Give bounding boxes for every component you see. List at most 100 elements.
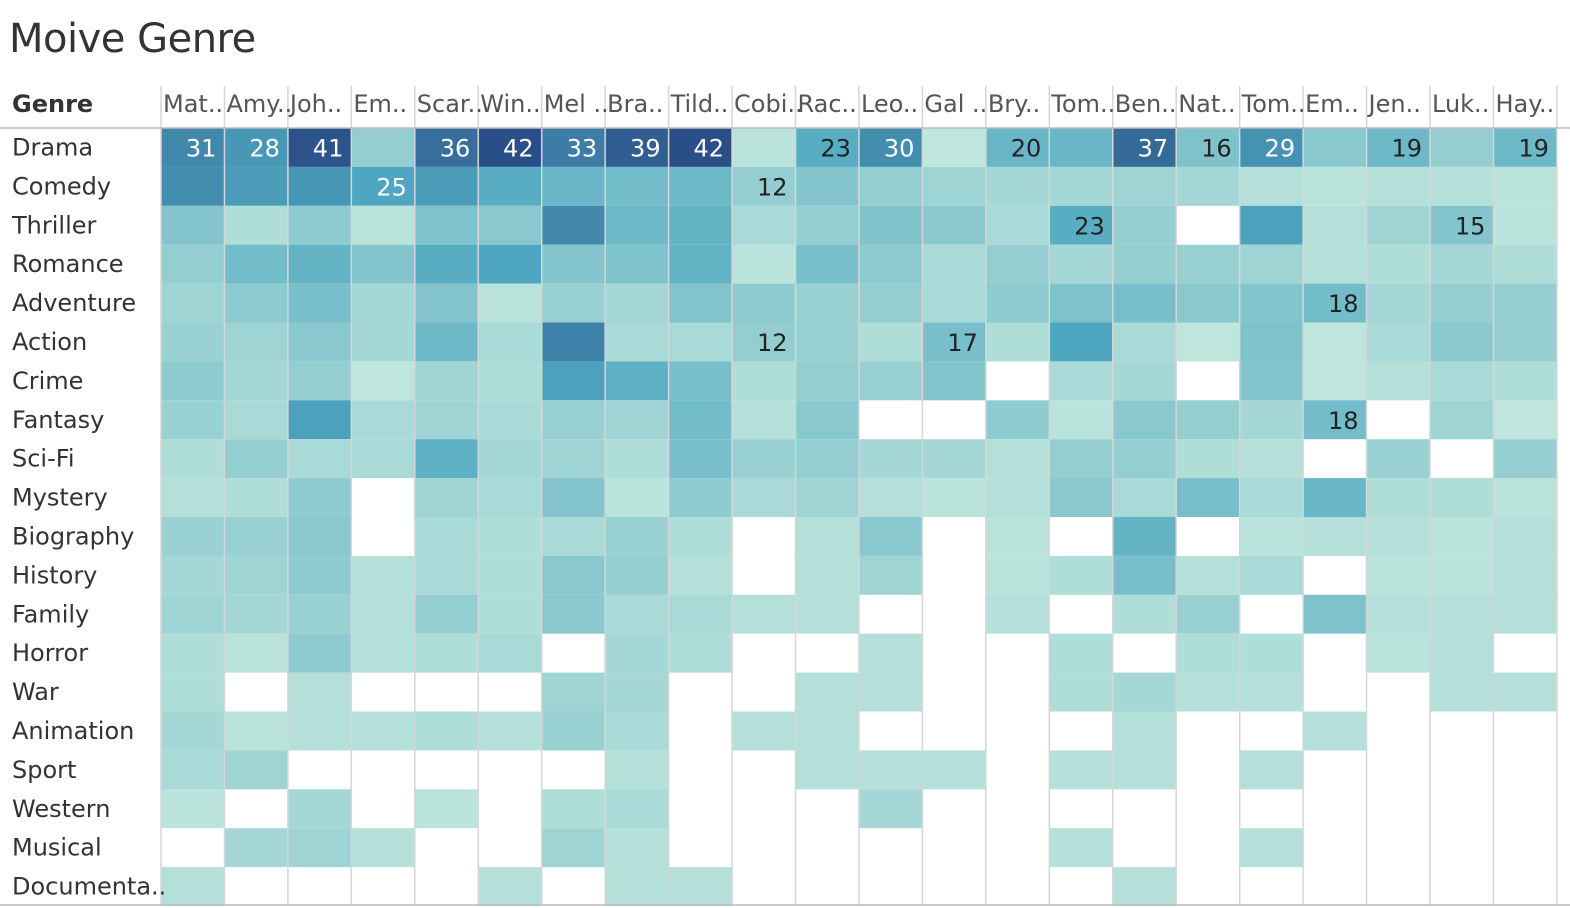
- heatmap-cell[interactable]: [541, 400, 606, 440]
- heatmap-cell[interactable]: [161, 517, 225, 556]
- heatmap-cell[interactable]: [224, 128, 288, 167]
- heatmap-cell[interactable]: [1493, 128, 1557, 167]
- heatmap-cell[interactable]: [605, 400, 669, 440]
- heatmap-cell[interactable]: [1493, 555, 1557, 595]
- heatmap-cell[interactable]: [795, 439, 859, 479]
- heatmap-cell[interactable]: [668, 400, 733, 440]
- heatmap-cell[interactable]: [1112, 594, 1177, 634]
- heatmap-cell[interactable]: [1430, 166, 1494, 206]
- heatmap-cell[interactable]: [351, 555, 415, 595]
- heatmap-cell[interactable]: [287, 283, 352, 323]
- heatmap-cell[interactable]: [224, 244, 288, 284]
- heatmap-cell[interactable]: [1493, 594, 1557, 634]
- heatmap-cell[interactable]: [1049, 750, 1113, 790]
- heatmap-cell[interactable]: [478, 711, 542, 751]
- heatmap-cell[interactable]: [1366, 322, 1430, 362]
- heatmap-cell[interactable]: [351, 633, 415, 673]
- heatmap-cell[interactable]: [1493, 400, 1557, 440]
- heatmap-cell[interactable]: [858, 439, 923, 479]
- heatmap-cell[interactable]: [287, 594, 352, 634]
- heatmap-cell[interactable]: [287, 400, 352, 440]
- heatmap-cell[interactable]: [224, 478, 288, 517]
- heatmap-cell[interactable]: [858, 555, 923, 595]
- heatmap-cell[interactable]: [161, 672, 225, 712]
- heatmap-cell[interactable]: [351, 361, 415, 401]
- heatmap-cell[interactable]: [351, 244, 415, 284]
- heatmap-cell[interactable]: [478, 517, 542, 556]
- heatmap-cell[interactable]: [1112, 322, 1177, 362]
- heatmap-cell[interactable]: [1303, 361, 1367, 401]
- heatmap-cell[interactable]: [541, 205, 606, 245]
- heatmap-cell[interactable]: [1303, 205, 1367, 245]
- heatmap-cell[interactable]: [1112, 244, 1177, 284]
- heatmap-cell[interactable]: [414, 711, 479, 751]
- heatmap-cell[interactable]: [1366, 633, 1430, 673]
- heatmap-cell[interactable]: [351, 711, 415, 751]
- heatmap-cell[interactable]: [1303, 517, 1367, 556]
- heatmap-cell[interactable]: [541, 555, 606, 595]
- heatmap-cell[interactable]: [795, 244, 859, 284]
- heatmap-cell[interactable]: [1430, 672, 1494, 712]
- heatmap-cell[interactable]: [224, 400, 288, 440]
- heatmap-cell[interactable]: [1112, 750, 1177, 790]
- heatmap-cell[interactable]: [287, 166, 352, 206]
- heatmap-cell[interactable]: [605, 750, 669, 790]
- heatmap-cell[interactable]: [605, 555, 669, 595]
- heatmap-cell[interactable]: [1176, 283, 1240, 323]
- heatmap-cell[interactable]: [1049, 128, 1113, 167]
- heatmap-cell[interactable]: [985, 517, 1050, 556]
- heatmap-cell[interactable]: [1493, 672, 1557, 712]
- heatmap-cell[interactable]: [224, 166, 288, 206]
- heatmap-cell[interactable]: [1303, 128, 1367, 167]
- heatmap-cell[interactable]: [1303, 400, 1367, 440]
- heatmap-cell[interactable]: [1239, 244, 1304, 284]
- heatmap-cell[interactable]: [351, 594, 415, 634]
- heatmap-cell[interactable]: [1366, 128, 1430, 167]
- heatmap-cell[interactable]: [414, 128, 479, 167]
- heatmap-cell[interactable]: [224, 750, 288, 790]
- heatmap-cell[interactable]: [1049, 478, 1113, 517]
- heatmap-cell[interactable]: [161, 361, 225, 401]
- heatmap-cell[interactable]: [161, 283, 225, 323]
- heatmap-cell[interactable]: [1239, 828, 1304, 868]
- heatmap-cell[interactable]: [605, 439, 669, 479]
- heatmap-cell[interactable]: [1176, 555, 1240, 595]
- heatmap-cell[interactable]: [668, 205, 733, 245]
- heatmap-cell[interactable]: [1366, 517, 1430, 556]
- heatmap-cell[interactable]: [795, 283, 859, 323]
- heatmap-cell[interactable]: [224, 439, 288, 479]
- heatmap-cell[interactable]: [1430, 633, 1494, 673]
- heatmap-cell[interactable]: [858, 633, 923, 673]
- heatmap-cell[interactable]: [605, 322, 669, 362]
- heatmap-cell[interactable]: [985, 322, 1050, 362]
- heatmap-cell[interactable]: [858, 283, 923, 323]
- heatmap-cell[interactable]: [1239, 361, 1304, 401]
- heatmap-cell[interactable]: [541, 517, 606, 556]
- heatmap-cell[interactable]: [668, 478, 733, 517]
- heatmap-cell[interactable]: [1366, 205, 1430, 245]
- heatmap-cell[interactable]: [668, 283, 733, 323]
- heatmap-cell[interactable]: [478, 283, 542, 323]
- heatmap-cell[interactable]: [224, 555, 288, 595]
- heatmap-cell[interactable]: [795, 361, 859, 401]
- heatmap-cell[interactable]: [1049, 555, 1113, 595]
- heatmap-cell[interactable]: [605, 867, 669, 906]
- heatmap-cell[interactable]: [478, 633, 542, 673]
- heatmap-cell[interactable]: [922, 439, 986, 479]
- heatmap-cell[interactable]: [1493, 322, 1557, 362]
- heatmap-cell[interactable]: [605, 711, 669, 751]
- heatmap-cell[interactable]: [1493, 283, 1557, 323]
- heatmap-cell[interactable]: [858, 322, 923, 362]
- heatmap-cell[interactable]: [1112, 361, 1177, 401]
- heatmap-cell[interactable]: [1239, 555, 1304, 595]
- heatmap-cell[interactable]: [161, 711, 225, 751]
- heatmap-cell[interactable]: [1493, 244, 1557, 284]
- heatmap-cell[interactable]: [541, 361, 606, 401]
- heatmap-cell[interactable]: [795, 555, 859, 595]
- heatmap-cell[interactable]: [287, 478, 352, 517]
- heatmap-cell[interactable]: [1239, 166, 1304, 206]
- heatmap-cell[interactable]: [1493, 361, 1557, 401]
- heatmap-cell[interactable]: [1430, 478, 1494, 517]
- heatmap-cell[interactable]: [1049, 322, 1113, 362]
- heatmap-cell[interactable]: [985, 594, 1050, 634]
